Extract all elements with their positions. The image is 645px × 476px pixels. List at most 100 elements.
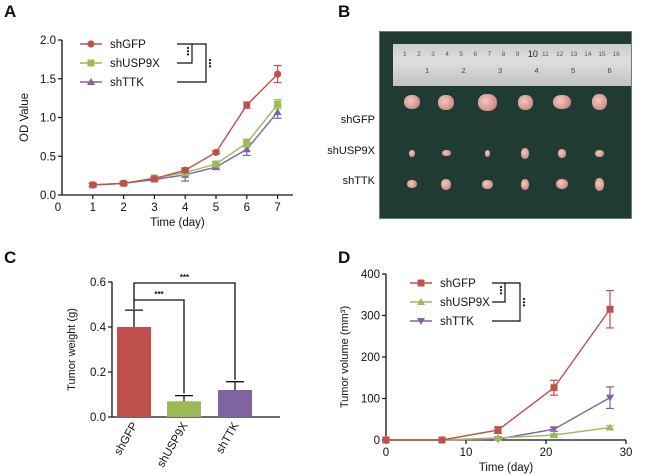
y-tick-label: 100 bbox=[361, 394, 380, 406]
x-axis-label: Time (day) bbox=[479, 462, 534, 474]
series-line-shGFP bbox=[386, 308, 611, 441]
x-tick-label-shTTK: shTTK bbox=[214, 420, 241, 456]
data-point-shGFP bbox=[382, 436, 390, 444]
x-axis-label: Time (day) bbox=[150, 217, 205, 229]
chart-c-tumor-weight: 0.0 0.2 0.4 0.6 Tumor weight (g) shGFP shUSP9X… bbox=[66, 273, 280, 470]
y-tick-label: 1.0 bbox=[40, 113, 56, 125]
y-tick-label: 2.0 bbox=[40, 35, 56, 47]
tumor-shGFP-4 bbox=[517, 94, 533, 110]
ruler-mark-bottom: 3 bbox=[498, 66, 503, 75]
y-tick-label: 0.2 bbox=[90, 367, 106, 379]
tumor-photo: 1 2 3 4 5 6 7 8 9 10 11 12 13 14 15 16 1 2 3 4 5 6 bbox=[379, 31, 632, 219]
ruler-mark-bottom: 4 bbox=[534, 66, 539, 75]
tumor-shGFP-2 bbox=[438, 94, 454, 110]
y-tick-label: 0 bbox=[374, 435, 380, 447]
y-axis-label: Tumor volume (mm³) bbox=[339, 306, 351, 408]
tumor-shGFP-3 bbox=[477, 93, 497, 111]
legend-label-shGFP: shGFP bbox=[440, 278, 476, 290]
panel-label-a: A bbox=[4, 2, 17, 21]
tumor-shUSP9X-3 bbox=[484, 149, 490, 157]
legend-marker-shTTK bbox=[87, 78, 95, 85]
significance-bracket-shgfp-shusp9x bbox=[134, 299, 185, 394]
data-point-shUSP9X bbox=[550, 431, 558, 439]
ruler-mark-top: 12 bbox=[556, 51, 564, 58]
significance-stars-outer bbox=[522, 297, 526, 301]
legend-label-shGFP: shGFP bbox=[110, 39, 146, 51]
ruler-mark-top: 11 bbox=[542, 51, 549, 58]
y-tick-label: 200 bbox=[361, 352, 380, 364]
significance-stars-inner bbox=[499, 289, 503, 292]
data-point-shUSP9X bbox=[494, 433, 502, 441]
data-point-shTTK bbox=[242, 145, 251, 153]
panel-label-b: B bbox=[338, 2, 351, 21]
bar-shGFP bbox=[117, 327, 151, 417]
ruler-mark-top: 16 bbox=[612, 51, 620, 58]
data-point-shGFP bbox=[243, 101, 251, 109]
x-tick-label: 7 bbox=[274, 202, 280, 214]
legend-label-shUSP9X: shUSP9X bbox=[440, 297, 490, 309]
panel-label-c: C bbox=[4, 248, 17, 267]
data-point-shGFP bbox=[181, 166, 189, 174]
y-tick-label: 0.6 bbox=[90, 277, 106, 289]
legend-label-shTTK: shTTK bbox=[440, 316, 474, 328]
x-tick-label: 5 bbox=[213, 202, 219, 214]
legend-marker-shUSP9X bbox=[417, 298, 425, 305]
data-point-shGFP bbox=[606, 305, 614, 313]
tumor-shGFP-1 bbox=[404, 95, 420, 109]
significance-bracket-outer bbox=[492, 282, 521, 322]
bar-shUSP9X bbox=[167, 401, 201, 417]
x-tick-label: 20 bbox=[540, 447, 553, 459]
data-point-shTTK bbox=[273, 108, 282, 116]
chart-a-od-value: 0.0 0.5 1.0 1.5 2.0 0 1 2 3 4 5 6 7 Time (day) OD Valu… bbox=[19, 35, 293, 229]
ruler-mark-bottom: 2 bbox=[461, 66, 466, 75]
significance-stars-inner bbox=[186, 53, 190, 56]
significance-stars-inner bbox=[186, 46, 190, 50]
data-point-shUSP9X bbox=[606, 423, 614, 431]
data-point-shTTK bbox=[606, 394, 614, 402]
data-point-shGFP bbox=[120, 179, 128, 187]
ruler-mark-top: 13 bbox=[570, 51, 578, 58]
tumor-shUSP9X-4 bbox=[521, 147, 529, 159]
legend-label-shUSP9X: shUSP9X bbox=[110, 58, 160, 70]
y-tick-label: 0.5 bbox=[40, 151, 56, 163]
group-label-shUSP9X: shUSP9X bbox=[327, 145, 375, 157]
significance-stars-inner: *** bbox=[154, 290, 164, 299]
significance-bracket-shgfp-shttk bbox=[133, 282, 236, 380]
significance-stars-inner bbox=[499, 285, 503, 289]
y-tick-label: 400 bbox=[361, 269, 380, 281]
data-point-shTTK bbox=[550, 426, 558, 434]
y-tick-label: 300 bbox=[361, 311, 380, 323]
legend-label-shTTK: shTTK bbox=[110, 77, 144, 89]
y-tick-label: 0.0 bbox=[90, 412, 106, 424]
significance-stars-outer bbox=[522, 304, 526, 307]
x-tick-label: 1 bbox=[90, 202, 96, 214]
ruler-mark-top: 8 bbox=[501, 51, 506, 58]
legend-marker-shGFP bbox=[87, 40, 95, 48]
x-tick-label: 30 bbox=[620, 447, 633, 459]
y-axis-label: Tumor weight (g) bbox=[66, 308, 78, 391]
data-point-shUSP9X bbox=[212, 160, 220, 168]
tumor-shUSP9X-5 bbox=[558, 148, 566, 158]
ruler-mark-top: 14 bbox=[584, 51, 592, 58]
bar-shTTK bbox=[218, 390, 252, 417]
data-point-shUSP9X bbox=[274, 100, 282, 108]
y-tick-label: 0.0 bbox=[40, 190, 56, 202]
legend-marker-shGFP bbox=[417, 279, 425, 287]
data-point-shGFP bbox=[89, 181, 97, 189]
data-point-shGFP bbox=[550, 384, 558, 392]
legend-marker-shTTK bbox=[417, 318, 425, 325]
x-tick-label: 4 bbox=[182, 202, 189, 214]
ruler-mark-top: 10 bbox=[527, 49, 538, 59]
y-tick-label: 1.5 bbox=[40, 74, 56, 86]
x-tick-label: 0 bbox=[383, 447, 389, 459]
significance-bracket-inner bbox=[492, 282, 506, 303]
tumor-shGFP-5 bbox=[553, 95, 571, 109]
significance-bracket-inner bbox=[177, 43, 193, 64]
y-tick-label: 0.4 bbox=[90, 322, 107, 334]
tumor-shUSP9X-6 bbox=[594, 149, 604, 157]
panel-label-d: D bbox=[338, 248, 351, 267]
x-tick-label: 0 bbox=[55, 202, 61, 214]
significance-stars-inner bbox=[499, 292, 503, 295]
group-label-shGFP: shGFP bbox=[340, 114, 375, 126]
significance-stars-outer bbox=[208, 65, 212, 68]
